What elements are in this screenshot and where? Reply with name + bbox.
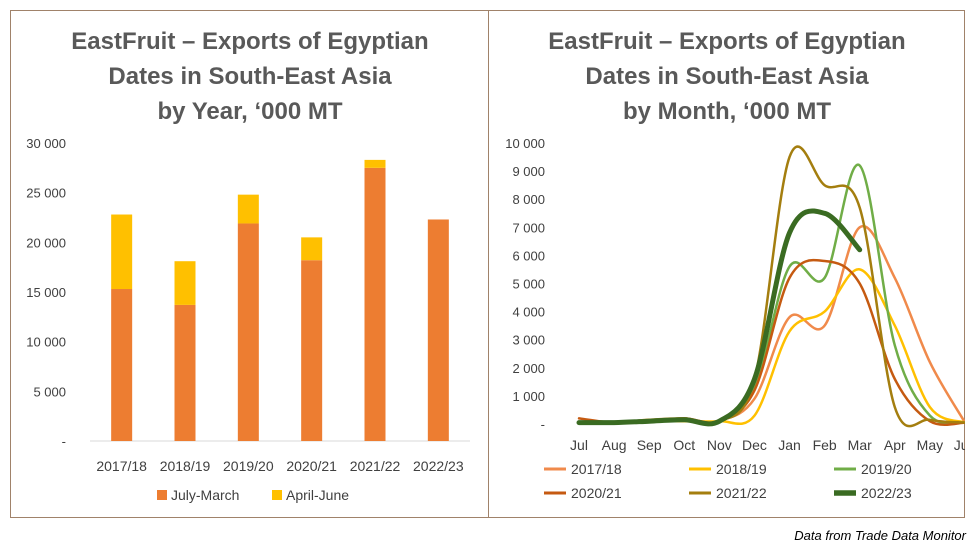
bar-segment: [301, 260, 323, 441]
x-tick-label: Nov: [707, 437, 732, 453]
y-tick-label: 1 000: [512, 389, 545, 404]
x-tick-label: 2019/20: [223, 458, 274, 474]
legend-label: 2022/23: [861, 485, 912, 501]
bar-segment: [364, 167, 386, 442]
x-tick-label: Jan: [778, 437, 801, 453]
x-tick-label: Dec: [742, 437, 767, 453]
panel-divider: [488, 10, 489, 518]
bar-segment: [111, 214, 133, 290]
x-tick-label: Jun: [954, 437, 965, 453]
line-chart: - 1 000 2 000 3 000 4 000 5 000 6 000 7 000 8 00…: [505, 136, 965, 501]
legend-label: April-June: [286, 487, 349, 503]
bar-chart-title-line-2: Dates in South-East Asia: [108, 63, 392, 90]
bar-segment: [174, 304, 196, 441]
y-tick-label: 8 000: [512, 192, 545, 207]
line-chart-title: EastFruit – Exports of Egyptian Dates in…: [490, 24, 964, 129]
legend-label: 2020/21: [571, 485, 622, 501]
y-tick-label: 6 000: [512, 248, 545, 263]
y-tick-label: 20 000: [26, 235, 66, 250]
legend-swatch: [157, 490, 167, 500]
x-tick-label: May: [917, 437, 943, 453]
y-tick-label: 30 000: [26, 136, 66, 151]
y-tick-label: -: [541, 417, 545, 432]
line-chart-title-line-1: EastFruit – Exports of Egyptian: [548, 28, 906, 55]
y-tick-label: 10 000: [505, 136, 545, 151]
bar-segment: [111, 289, 133, 441]
x-tick-label: Mar: [848, 437, 872, 453]
x-tick-label: 2017/18: [96, 458, 147, 474]
series-line: [577, 145, 965, 428]
y-tick-label: 9 000: [512, 164, 545, 179]
bar-segment: [301, 237, 323, 261]
bar-segment: [174, 261, 196, 305]
bar-chart: - 5 000 10 000 15 000 20 000 25 000 30 000 2017…: [26, 136, 470, 503]
legend-label: 2021/22: [716, 485, 767, 501]
x-tick-label: Apr: [884, 437, 906, 453]
y-tick-label: 2 000: [512, 361, 545, 376]
bar-chart-title: EastFruit – Exports of Egyptian Dates in…: [20, 24, 480, 129]
legend-label: 2017/18: [571, 461, 622, 477]
y-tick-label: 15 000: [26, 285, 66, 300]
line-chart-title-line-2: Dates in South-East Asia: [585, 63, 869, 90]
source-note: Data from Trade Data Monitor: [794, 528, 966, 543]
series-line: [577, 258, 965, 427]
bar-chart-title-line-3: by Year, ‘000 MT: [157, 98, 343, 125]
x-tick-label: Feb: [813, 437, 837, 453]
bar-segment: [237, 223, 259, 441]
x-tick-label: 2020/21: [286, 458, 337, 474]
x-tick-label: 2021/22: [350, 458, 401, 474]
y-tick-label: 10 000: [26, 335, 66, 350]
legend-label: 2018/19: [716, 461, 767, 477]
x-tick-label: Oct: [673, 437, 695, 453]
bar-segment: [427, 219, 449, 441]
series-line: [576, 208, 863, 427]
y-tick-label: 7 000: [512, 220, 545, 235]
y-tick-label: 4 000: [512, 305, 545, 320]
y-tick-label: 5 000: [512, 277, 545, 292]
y-tick-label: -: [62, 434, 66, 449]
x-tick-label: Sep: [637, 437, 662, 453]
y-tick-label: 3 000: [512, 333, 545, 348]
line-chart-title-line-3: by Month, ‘000 MT: [622, 98, 831, 125]
x-tick-label: 2022/23: [413, 458, 464, 474]
bar-segment: [364, 159, 386, 168]
legend-swatch: [272, 490, 282, 500]
y-tick-label: 5 000: [33, 384, 66, 399]
x-tick-label: Aug: [602, 437, 627, 453]
x-tick-label: 2018/19: [160, 458, 211, 474]
bar-chart-title-line-1: EastFruit – Exports of Egyptian: [71, 28, 429, 55]
bar-segment: [237, 194, 259, 224]
legend-label: 2019/20: [861, 461, 912, 477]
y-tick-label: 25 000: [26, 186, 66, 201]
chart-frame: [10, 10, 965, 518]
legend-label: July-March: [171, 487, 239, 503]
x-tick-label: Jul: [570, 437, 588, 453]
